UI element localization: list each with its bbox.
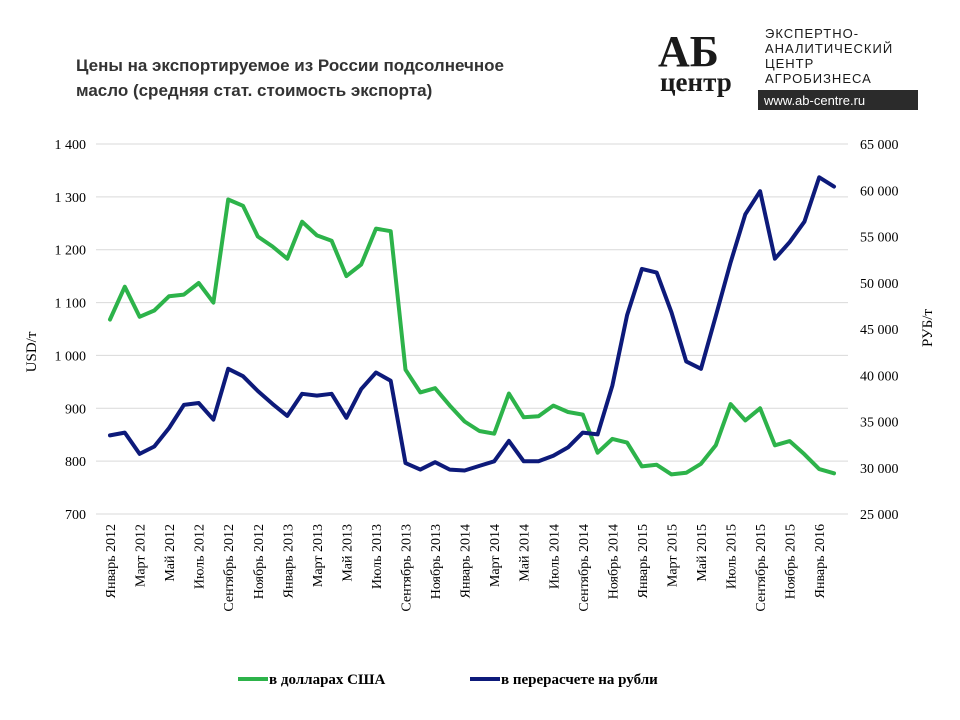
x-tick-label: Январь 2013 <box>281 524 296 598</box>
gridlines <box>96 143 848 515</box>
x-tick-label: Ноябрь 2012 <box>252 524 267 599</box>
x-tick-label: Июль 2013 <box>370 524 385 589</box>
right-tick-label: 35 000 <box>860 416 899 431</box>
x-tick-label: Ноябрь 2014 <box>606 524 621 599</box>
x-tick-label: Март 2014 <box>488 524 503 587</box>
x-tick-label: Июль 2012 <box>193 524 208 589</box>
right-tick-label: 55 000 <box>860 231 899 246</box>
x-tick-label: Май 2012 <box>163 524 178 582</box>
right-tick-label: 65 000 <box>860 138 899 153</box>
left-tick-label: 900 <box>65 402 86 417</box>
legend-usd-label: в долларах США <box>269 672 385 688</box>
ab-centre-logo: АБ центр ЭКСПЕРТНО- АНАЛИТИЧЕСКИЙ ЦЕНТР … <box>658 26 918 110</box>
legend: в долларах США в перерасчете на рубли <box>238 672 658 688</box>
x-axis-ticks: Январь 2012 Март 2012 Май 2012 Июль 2012 Сен… <box>104 524 828 612</box>
x-tick-label: Март 2013 <box>311 524 326 587</box>
x-tick-label: Ноябрь 2013 <box>429 524 444 599</box>
right-tick-label: 25 000 <box>860 508 899 523</box>
logo-mark-centr: центр <box>660 67 732 97</box>
right-axis-ticks: 65 000 60 000 55 000 50 000 45 000 40 000 35 0… <box>860 138 899 523</box>
x-tick-label: Июль 2014 <box>547 524 562 589</box>
left-axis-title: USD/т <box>24 331 40 372</box>
left-tick-label: 1 200 <box>55 244 87 259</box>
left-tick-label: 800 <box>65 455 86 470</box>
logo-mark-ab: АБ <box>658 27 719 76</box>
chart-title-line1: Цены на экспортируемое из России подсолн… <box>76 56 504 75</box>
logo-url: www.ab-centre.ru <box>763 93 865 108</box>
x-tick-label: Сентябрь 2013 <box>400 524 415 612</box>
x-tick-label: Сентябрь 2014 <box>577 524 592 612</box>
x-tick-label: Март 2012 <box>134 524 149 587</box>
left-tick-label: 1 000 <box>55 349 87 364</box>
x-tick-label: Январь 2016 <box>813 524 828 598</box>
x-tick-label: Январь 2012 <box>104 524 119 598</box>
x-tick-label: Сентябрь 2015 <box>754 524 769 612</box>
series-layer <box>108 175 836 477</box>
left-axis-ticks: 1 400 1 300 1 200 1 100 1 000 900 800 700 <box>55 138 87 523</box>
x-tick-label: Январь 2015 <box>636 524 651 598</box>
right-tick-label: 30 000 <box>860 462 899 477</box>
chart-title-line2: масло (средняя стат. стоимость экспорта) <box>76 81 432 100</box>
logo-text-line2: АНАЛИТИЧЕСКИЙ <box>765 41 893 56</box>
logo-text-line4: АГРОБИЗНЕСА <box>765 71 872 86</box>
x-tick-label: Июль 2015 <box>725 524 740 589</box>
right-tick-label: 60 000 <box>860 184 899 199</box>
left-tick-label: 1 300 <box>55 191 87 206</box>
right-tick-label: 50 000 <box>860 277 899 292</box>
logo-text-line1: ЭКСПЕРТНО- <box>765 26 859 41</box>
left-tick-label: 1 400 <box>55 138 87 153</box>
left-tick-label: 700 <box>65 508 86 523</box>
x-tick-label: Май 2015 <box>695 524 710 582</box>
right-tick-label: 40 000 <box>860 369 899 384</box>
series-line-rub <box>108 175 836 473</box>
right-axis-title: РУБ/т <box>920 309 936 347</box>
logo-text-line3: ЦЕНТР <box>765 56 814 71</box>
x-tick-label: Ноябрь 2015 <box>784 524 799 599</box>
x-tick-label: Январь 2014 <box>459 524 474 598</box>
logo-url-background <box>758 90 918 110</box>
left-tick-label: 1 100 <box>55 297 87 312</box>
legend-rub-label: в перерасчете на рубли <box>501 672 658 688</box>
right-tick-label: 45 000 <box>860 323 899 338</box>
x-tick-label: Май 2014 <box>518 524 533 582</box>
x-tick-label: Сентябрь 2012 <box>222 524 237 612</box>
series-line-usd <box>108 197 836 477</box>
x-tick-label: Март 2015 <box>665 524 680 587</box>
x-tick-label: Май 2013 <box>340 524 355 582</box>
